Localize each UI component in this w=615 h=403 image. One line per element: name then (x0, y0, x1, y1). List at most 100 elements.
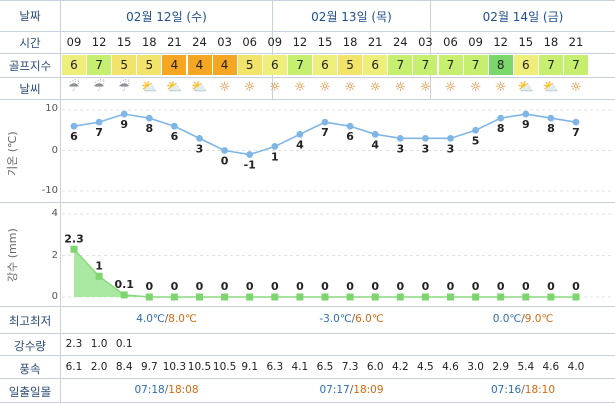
weather-row-label: 날씨 (19, 82, 41, 96)
separator: / (164, 313, 169, 325)
sunrise-time: 07:18 (134, 384, 165, 396)
wind-speed-value: 6.1 (65, 361, 83, 373)
wind-speed-value: 2.0 (90, 361, 108, 373)
temp-tick: 0 (51, 145, 58, 156)
wind-speed-value: 6.3 (266, 361, 284, 373)
golf-index-cell: 7 (287, 55, 312, 75)
wind-speed-value: 4.0 (567, 361, 585, 373)
golf-index-cell: 8 (488, 55, 513, 75)
hour-label: 15 (116, 35, 132, 49)
precip-label: 0 (572, 280, 580, 293)
golf-index-cell: 6 (262, 55, 287, 75)
hour-label: 21 (367, 35, 383, 49)
temperature-label: 7 (321, 126, 329, 139)
precip-amount-value: 0.1 (115, 338, 133, 350)
hour-label: 12 (292, 35, 308, 49)
partly-cloudy-icon: ⛅ (141, 80, 158, 95)
precip-label: 0 (472, 280, 480, 293)
hour-label: 06 (242, 35, 257, 49)
temperature-label: 8 (497, 122, 505, 135)
temperature-point (196, 134, 203, 142)
temperature-point (522, 110, 530, 118)
precip-point (522, 293, 530, 301)
sun-icon: ☼ (394, 80, 407, 95)
temperature-point (271, 143, 279, 150)
hour-label: 15 (317, 35, 333, 49)
separator: / (351, 313, 356, 325)
precip-point (421, 293, 429, 301)
temperature-label: 9 (120, 118, 128, 131)
precip-amount-value: 1.0 (90, 338, 108, 350)
temperature-point (120, 110, 128, 118)
precip-label: 0 (196, 280, 204, 293)
precip-point (170, 293, 178, 301)
sunrise-sunset-day: 07:18/18:08 (61, 384, 272, 396)
golf-index-cell: 4 (212, 55, 237, 75)
separator: / (164, 384, 169, 396)
precip-label: 0 (246, 280, 254, 293)
golf-index-cell: 5 (137, 55, 162, 75)
temperature-point (346, 122, 354, 130)
hour-label: 21 (568, 35, 584, 49)
sunset-time: 18:08 (168, 384, 199, 396)
temperature-point (221, 147, 229, 154)
precip-label: 0 (321, 280, 329, 293)
precip-label: 0 (447, 280, 455, 293)
precip-point (447, 293, 454, 301)
precip-label: 0 (296, 280, 304, 293)
wind-speed-value: 4.2 (391, 361, 409, 373)
precip-label: 0 (221, 280, 229, 293)
temperature-point (497, 114, 505, 122)
sunrise-sunset-day: 07:17/18:09 (273, 384, 430, 396)
precip-point (246, 293, 254, 301)
precip-label: 0 (497, 280, 505, 293)
precip-label: 0 (371, 280, 379, 293)
precip-point (346, 293, 354, 301)
precip-point (572, 293, 580, 301)
precip-point (497, 293, 505, 301)
separator: / (521, 384, 525, 396)
hour-label: 12 (91, 35, 107, 49)
sun-icon: ☼ (218, 80, 231, 95)
sun-icon: ☼ (369, 80, 382, 95)
temperature-point (371, 130, 379, 138)
temperature-label: 3 (447, 142, 455, 155)
precip-point (396, 293, 404, 301)
sunrise-sunset-day: 07:16/18:10 (431, 384, 615, 396)
precip-label: 0.1 (114, 278, 134, 291)
precip-point (271, 293, 279, 301)
sunrise-time: 07:16 (490, 384, 522, 396)
min-temp: 4.0℃ (136, 313, 165, 325)
partly-cloudy-icon: ⛅ (191, 80, 208, 95)
precip-label: 0 (171, 280, 179, 293)
wind-speed-value: 10.5 (212, 361, 237, 373)
hour-label: 24 (392, 35, 408, 49)
sunset-time: 18:10 (524, 384, 556, 396)
day-header: 02월 13일 (목) (311, 10, 392, 24)
temperature-point (472, 126, 479, 134)
wind-speed-row-label: 풍속 (19, 362, 41, 376)
precip-point (95, 272, 103, 280)
sunrise-time: 07:17 (319, 384, 350, 396)
hour-label: 06 (443, 35, 458, 49)
temperature-point (296, 130, 304, 138)
wind-speed-value: 4.6 (542, 361, 560, 373)
temperature-label: 5 (472, 134, 480, 147)
golf-index-cell: 6 (62, 55, 86, 75)
precip-point (321, 293, 329, 301)
precip-point (371, 293, 379, 301)
temperature-point (572, 118, 580, 126)
hour-label: 21 (167, 35, 182, 49)
golf-index-cell: 7 (564, 55, 588, 75)
golf-index-cell: 5 (237, 55, 262, 75)
temperature-point (396, 134, 404, 142)
min-max-day: -3.0℃/6.0℃ (273, 313, 430, 325)
hour-label: 15 (518, 35, 534, 49)
sun-icon: ☼ (494, 80, 507, 95)
precip-point (70, 245, 78, 253)
wind-speed-value: 3.0 (467, 361, 484, 373)
temperature-point (422, 134, 429, 142)
golf-index-cell: 7 (538, 55, 563, 75)
sunrise-sunset-row-label: 일출일몰 (8, 385, 52, 399)
